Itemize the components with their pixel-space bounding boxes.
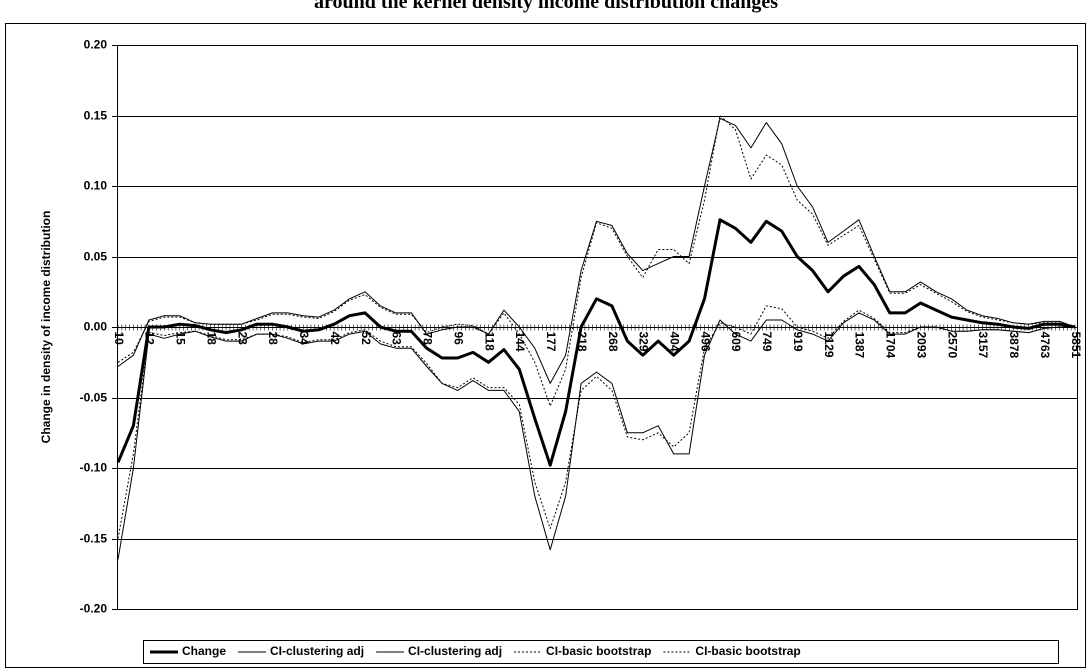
legend-label: Change [182, 644, 226, 658]
x-tick-label: 2093 [914, 332, 928, 359]
x-tick-label: 496 [698, 332, 712, 352]
x-tick-label: 78 [421, 332, 435, 346]
x-tick-label: 177 [544, 332, 558, 352]
x-tick-label: 3878 [1007, 332, 1021, 359]
x-tick-label: 5851 [1069, 332, 1083, 359]
x-tick-label: 1704 [884, 332, 898, 359]
series-line [117, 312, 1075, 560]
y-tick-label: -0.10 [80, 461, 108, 475]
chart-frame [5, 23, 1086, 668]
series-line [117, 117, 1076, 384]
y-tick-label: -0.15 [80, 532, 108, 546]
legend-label: CI-basic bootstrap [546, 644, 651, 658]
legend-label: CI-clustering adj [408, 644, 502, 658]
series-line [117, 115, 1076, 407]
legend-box [143, 640, 1059, 664]
x-tick-label: 919 [791, 332, 805, 352]
legend-label: CI-basic bootstrap [695, 644, 800, 658]
y-tick-label: -0.05 [80, 391, 108, 405]
x-tick-label: 28 [266, 332, 280, 346]
x-tick-label: 1129 [822, 332, 836, 358]
x-tick-label: 4763 [1038, 332, 1052, 359]
x-tick-label: 144 [513, 332, 527, 352]
x-tick-label: 749 [760, 332, 774, 352]
series-line [116, 218, 1076, 467]
legend-label: CI-clustering adj [270, 644, 364, 658]
x-tick-label: 1387 [853, 332, 867, 359]
chart-title: around the kernel density income distrib… [314, 0, 778, 13]
y-tick-label: 0.15 [84, 109, 108, 123]
y-tick-label: 0.10 [84, 179, 108, 193]
y-tick-label: 0.20 [84, 38, 108, 52]
x-tick-label: 96 [451, 332, 465, 346]
x-tick-label: 268 [606, 332, 620, 352]
x-tick-label: 3157 [976, 332, 990, 359]
x-tick-label: 23 [235, 332, 249, 346]
x-tick-label: 404 [668, 332, 682, 352]
y-axis-title: Change in density of income distribution [39, 211, 53, 444]
x-tick-label: 2570 [945, 332, 959, 359]
x-tick-label: 34 [297, 332, 311, 346]
x-tick-label: 42 [328, 332, 342, 346]
y-tick-label: 0.05 [84, 250, 108, 264]
y-tick-label: -0.20 [80, 602, 108, 616]
x-tick-label: 329 [637, 332, 651, 352]
x-tick-label: 12 [143, 332, 157, 346]
x-tick-label: 118 [482, 332, 496, 352]
x-tick-label: 63 [390, 332, 404, 346]
y-tick-label: 0.00 [84, 320, 108, 334]
x-tick-label: 10 [112, 332, 126, 346]
